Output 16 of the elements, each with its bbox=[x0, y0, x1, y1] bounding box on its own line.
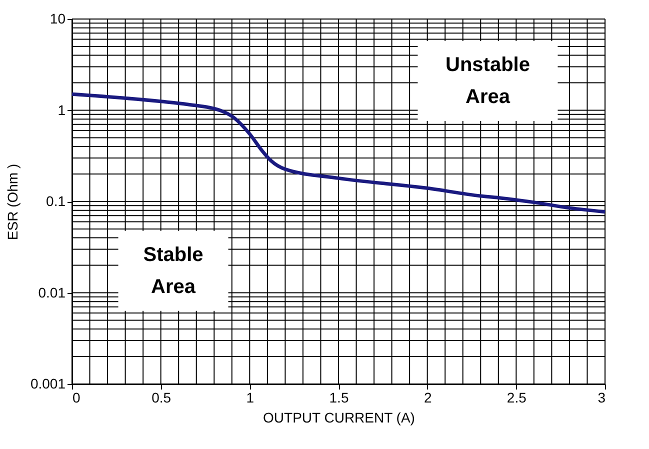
x-tick-label: 3 bbox=[598, 390, 606, 406]
y-tick-label: 0.01 bbox=[38, 284, 66, 300]
x-tick-label: 2 bbox=[424, 390, 432, 406]
y-axis-title: ESR (Ohm ) bbox=[4, 164, 20, 240]
x-axis-title: OUTPUT CURRENT (A) bbox=[263, 410, 415, 426]
annotation: Unstable Area bbox=[446, 54, 530, 108]
x-tick-label: 0.5 bbox=[152, 390, 172, 406]
y-tick-label: 0.1 bbox=[46, 193, 66, 209]
annotation: Stable Area bbox=[143, 244, 204, 298]
y-tick-label: 10 bbox=[50, 10, 66, 26]
y-tick-label: 1 bbox=[58, 102, 66, 118]
x-tick-label: 1 bbox=[246, 390, 254, 406]
y-tick-label: 0.001 bbox=[30, 376, 66, 392]
x-tick-label: 2.5 bbox=[506, 390, 527, 406]
x-tick-label: 0 bbox=[72, 390, 80, 406]
x-tick-label: 1.5 bbox=[329, 390, 349, 406]
